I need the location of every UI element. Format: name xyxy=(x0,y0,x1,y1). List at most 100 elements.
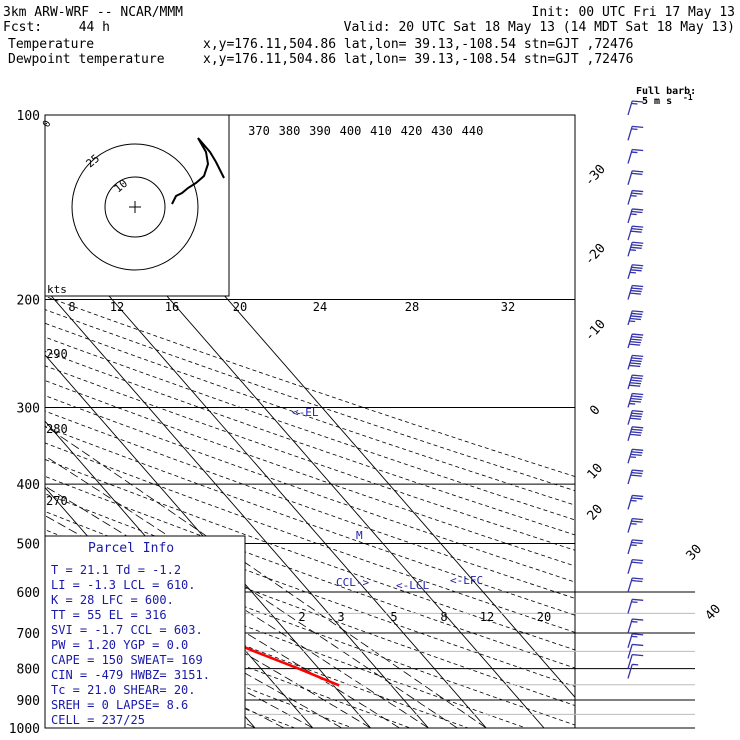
sounding-marker: <-EL xyxy=(292,406,319,419)
wind-barb-half-flag xyxy=(630,544,637,547)
wind-barb-half-flag xyxy=(631,151,638,154)
parcel-info-box: Parcel Info T = 21.1 Td = -1.2LI = -1.3 L… xyxy=(44,535,246,729)
mixing-ratio-label: 2 xyxy=(298,610,305,624)
mixing-ratio-label: 8 xyxy=(440,610,447,624)
wind-barb-half-flag xyxy=(630,213,637,216)
theta-e-label: 410 xyxy=(370,124,392,138)
wind-barb xyxy=(627,410,644,425)
wind-barb-flag xyxy=(632,448,644,451)
wind-barb-flag xyxy=(632,598,644,601)
wind-barb-flag xyxy=(629,343,641,346)
wind-barb-flag xyxy=(630,415,642,418)
parcel-info-row: K = 28 LFC = 600. xyxy=(51,593,174,607)
wind-barb-staff xyxy=(627,644,633,659)
wind-barb-flag xyxy=(632,643,644,647)
wind-barb xyxy=(627,448,644,464)
wind-barb-flag xyxy=(632,225,644,228)
wind-barb xyxy=(627,125,644,141)
wind-barb-half-flag xyxy=(630,194,637,197)
parcel-info-row: T = 21.1 Td = -1.2 xyxy=(51,563,181,577)
wind-barb-flag xyxy=(631,287,643,290)
wind-barb-flag xyxy=(629,382,641,385)
dry-adiabat-line xyxy=(45,295,575,477)
parcel-info-row: TT = 55 EL = 316 xyxy=(51,608,167,622)
speed-tick-label: 24 xyxy=(313,300,327,314)
wind-barb xyxy=(627,148,644,164)
legend-dewpoint-info: x,y=176.11,504.86 lat,lon= 39.13,-108.54… xyxy=(203,52,633,67)
wind-barb-flag xyxy=(629,362,641,365)
wind-barb-flag xyxy=(631,579,643,583)
wind-barb-flag xyxy=(631,210,643,214)
wind-barb-flag xyxy=(630,289,642,293)
wind-barb-half-flag xyxy=(629,271,636,274)
full-barb-exponent: -1 xyxy=(683,93,693,102)
wind-barb xyxy=(627,517,644,533)
model-title: 3km ARW-WRF -- NCAR/MMM xyxy=(3,5,183,20)
wind-barb xyxy=(627,539,644,555)
dry-adiabat-line xyxy=(45,410,575,599)
wind-barbs xyxy=(627,100,644,679)
wind-barb-flag xyxy=(632,125,644,129)
wind-barb-flag xyxy=(631,412,643,415)
sounding-marker: M xyxy=(356,529,363,542)
init-time: Init: 00 UTC Fri 17 May 13 xyxy=(532,5,736,20)
parcel-info-row: LI = -1.3 LCL = 610. xyxy=(51,578,196,592)
wind-barb-flag xyxy=(632,539,644,542)
speed-tick-label: 32 xyxy=(501,300,515,314)
wind-barb-flag xyxy=(630,431,642,434)
wind-barb-flag xyxy=(631,497,643,500)
wind-barb-half-flag xyxy=(631,620,638,623)
wind-barb-flag xyxy=(629,400,641,403)
wind-barb-flag xyxy=(632,241,644,244)
wind-barb-half-flag xyxy=(631,102,638,105)
wind-barb-flag xyxy=(630,269,642,272)
hodograph-axis-tick: 0 xyxy=(41,119,54,130)
mixing-ratio-label: 5 xyxy=(390,610,397,624)
pressure-label: 800 xyxy=(17,663,40,678)
wind-barb xyxy=(627,618,644,634)
wind-barb-flag xyxy=(630,453,642,456)
wind-barb-flag xyxy=(631,266,643,269)
isotherm-line xyxy=(45,221,487,728)
pressure-label: 900 xyxy=(17,694,40,709)
valid-time: Valid: 20 UTC Sat 18 May 13 (14 MDT Sat … xyxy=(344,20,735,35)
dry-adiabat-line xyxy=(0,115,6,728)
parcel-info-row: CELL = 237/25 xyxy=(51,713,145,727)
theta-label: 290 xyxy=(46,347,68,361)
parcel-info-row: PW = 1.20 YGP = 0.0 xyxy=(51,638,188,652)
chart-header: 3km ARW-WRF -- NCAR/MMM Init: 00 UTC Fri… xyxy=(3,5,735,107)
wind-barb-flag xyxy=(632,618,644,621)
wind-barb-flag xyxy=(630,230,642,233)
speed-tick-label: 20 xyxy=(233,300,247,314)
wind-barb xyxy=(627,189,644,205)
parcel-info-row: SREH = 0 LAPSE= 8.6 xyxy=(51,698,188,712)
dry-adiabat-line xyxy=(45,475,575,669)
wind-barb-flag xyxy=(631,520,643,523)
sounding-marker: <-LCL xyxy=(396,579,429,592)
wind-barb xyxy=(627,284,644,300)
theta-e-label: 380 xyxy=(279,124,301,138)
parcel-info-row: Tc = 21.0 SHEAR= 20. xyxy=(51,683,196,697)
theta-e-label: 390 xyxy=(309,124,331,138)
wind-barb-flag xyxy=(632,392,644,396)
hodograph-ring xyxy=(104,176,166,238)
wind-barb-flag xyxy=(630,474,642,477)
theta-e-label: 400 xyxy=(340,124,362,138)
sounding-markers: <-EL <-LCL <-LFC CCL-> M xyxy=(292,406,483,592)
isotherm-right-label: 20 xyxy=(585,502,607,524)
speed-tick-label: 8 xyxy=(68,300,75,314)
wind-barb xyxy=(627,392,644,408)
wind-barb-flag xyxy=(632,354,644,358)
wind-barb-flag xyxy=(631,357,643,360)
wind-barb-flag xyxy=(632,633,644,636)
isotherm-line xyxy=(45,288,429,728)
legend-temperature-label: Temperature xyxy=(8,37,94,52)
wind-barb-flag xyxy=(630,246,642,249)
pressure-label: 600 xyxy=(17,586,40,601)
wind-barb-flag xyxy=(632,208,644,211)
wind-barb-flag xyxy=(631,428,643,431)
wind-barb-flag xyxy=(632,494,644,498)
wind-barb xyxy=(627,208,644,224)
wind-barb xyxy=(627,170,644,186)
